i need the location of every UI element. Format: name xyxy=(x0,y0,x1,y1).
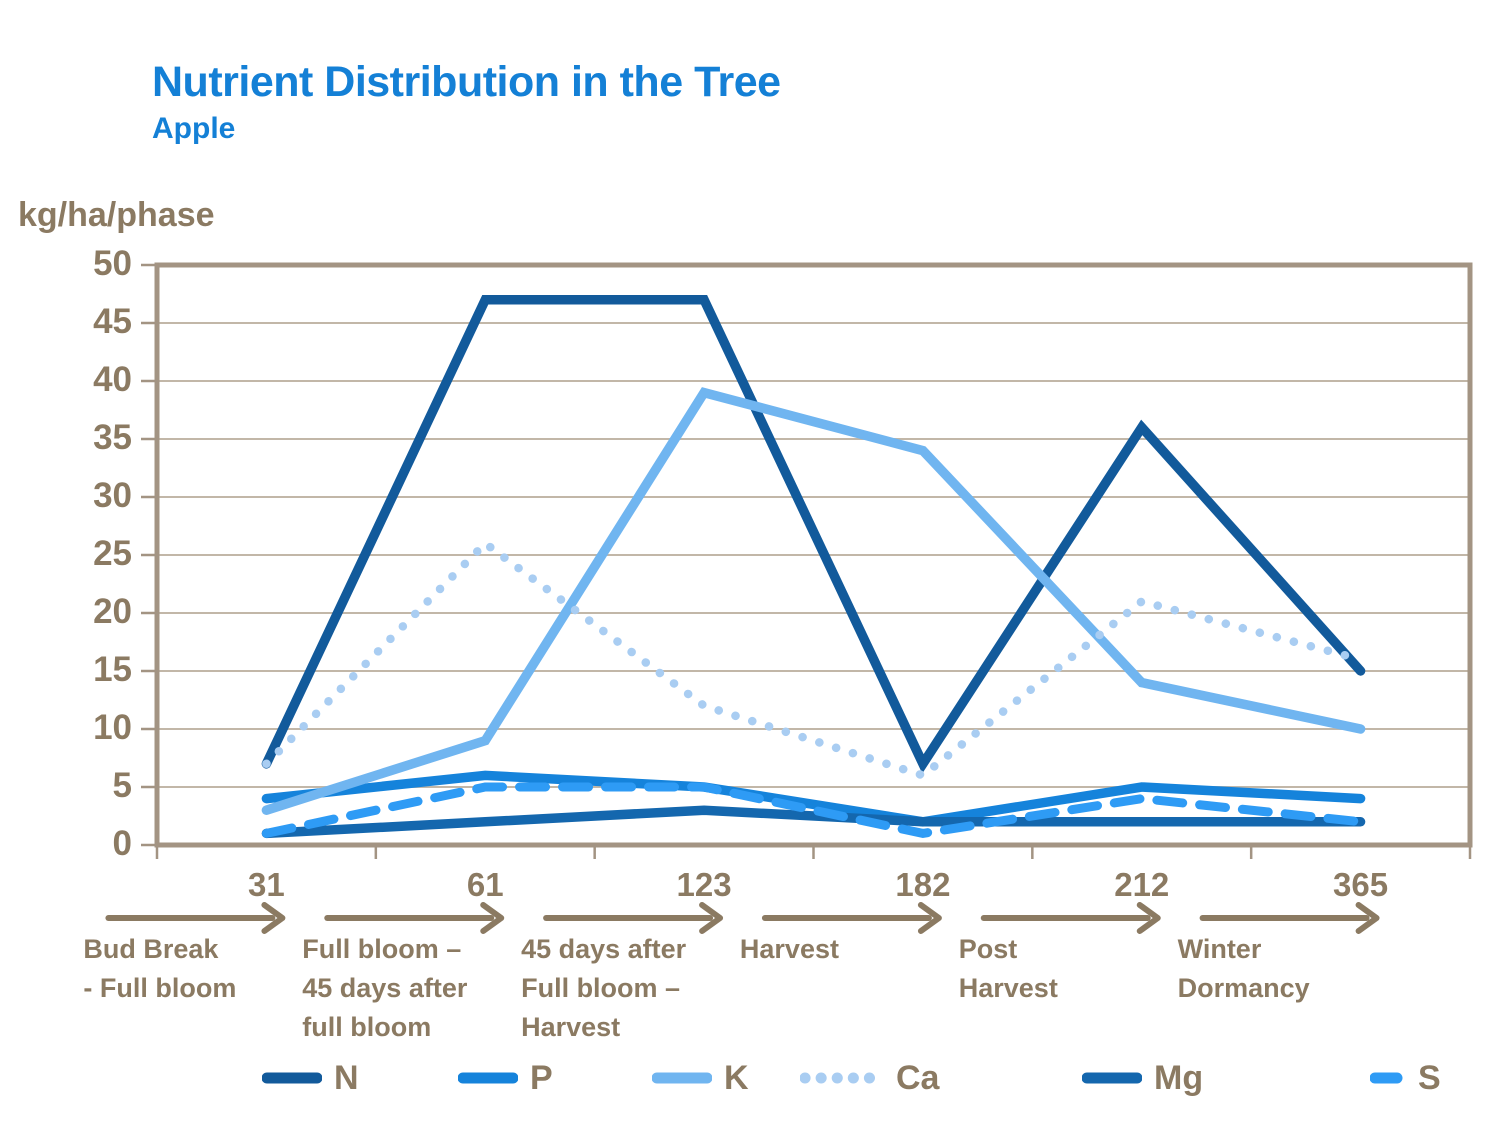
phase-arrow-head xyxy=(1136,902,1161,934)
series-line-S xyxy=(261,782,1366,838)
x-day-label-61: 61 xyxy=(466,866,504,903)
legend-label-Mg: Mg xyxy=(1154,1058,1204,1097)
series-line-K xyxy=(261,387,1366,815)
phase-label-3: 45 days after Full bloom – Harvest xyxy=(521,934,687,1042)
plot-frame xyxy=(154,262,1473,848)
y-tick-label-5: 5 xyxy=(112,766,132,805)
phase-label-2: Full bloom –45 days after full bloom xyxy=(302,934,468,1042)
legend-swatch-Ca xyxy=(800,1072,884,1084)
legend-item-Ca: Ca xyxy=(800,1055,939,1101)
x-day-label-182: 182 xyxy=(895,866,951,903)
phase-label-1: Bud Break - Full bloom xyxy=(83,934,237,1003)
y-tick-label-35: 35 xyxy=(93,418,132,457)
legend-swatch-P xyxy=(458,1072,518,1084)
legend-label-S: S xyxy=(1418,1058,1441,1097)
phase-arrow-head xyxy=(480,902,505,934)
y-tick-label-45: 45 xyxy=(93,302,132,341)
legend-swatch-Mg xyxy=(1082,1072,1142,1084)
x-day-label-31: 31 xyxy=(248,866,285,903)
series-line-Ca xyxy=(262,537,1365,781)
page-title: Nutrient Distribution in the Tree xyxy=(152,58,781,106)
y-tick-label-30: 30 xyxy=(93,476,132,515)
legend-item-S: S xyxy=(1370,1055,1441,1101)
x-day-label-123: 123 xyxy=(676,866,732,903)
phase-label-6: Winter Dormancy xyxy=(1177,934,1310,1003)
series-line-N xyxy=(261,295,1366,774)
y-axis-unit-label: kg/ha/phase xyxy=(18,196,215,234)
legend-swatch-N xyxy=(262,1072,322,1084)
x-day-label-365: 365 xyxy=(1333,866,1389,903)
phase-label-4: Harvest xyxy=(739,934,839,964)
x-day-label-212: 212 xyxy=(1114,866,1170,903)
phase-arrow-head xyxy=(1355,902,1380,934)
legend-item-K: K xyxy=(652,1055,749,1101)
series-line-Mg xyxy=(261,805,1366,839)
phase-label-5: Post Harvest xyxy=(958,934,1058,1003)
legend-label-N: N xyxy=(334,1058,359,1097)
y-tick-label-10: 10 xyxy=(93,708,132,747)
y-tick-label-15: 15 xyxy=(93,650,132,689)
series-line-P xyxy=(261,770,1366,827)
legend-swatch-S xyxy=(1370,1072,1406,1084)
y-tick-label-50: 50 xyxy=(93,244,132,283)
phase-arrow-head xyxy=(917,902,942,934)
y-tick-label-25: 25 xyxy=(93,534,132,573)
legend-item-Mg: Mg xyxy=(1082,1055,1203,1101)
legend-item-N: N xyxy=(262,1055,359,1101)
legend-item-P: P xyxy=(458,1055,553,1101)
legend-label-Ca: Ca xyxy=(896,1058,940,1097)
y-tick-label-0: 0 xyxy=(112,824,132,863)
y-tick-label-40: 40 xyxy=(93,360,132,399)
phase-arrow-head xyxy=(261,902,286,934)
phase-arrow-head xyxy=(699,902,724,934)
legend-label-K: K xyxy=(724,1058,749,1097)
legend-swatch-K xyxy=(652,1072,712,1084)
y-tick-label-20: 20 xyxy=(93,592,132,631)
page-subtitle: Apple xyxy=(152,112,236,145)
legend-label-P: P xyxy=(530,1058,553,1097)
